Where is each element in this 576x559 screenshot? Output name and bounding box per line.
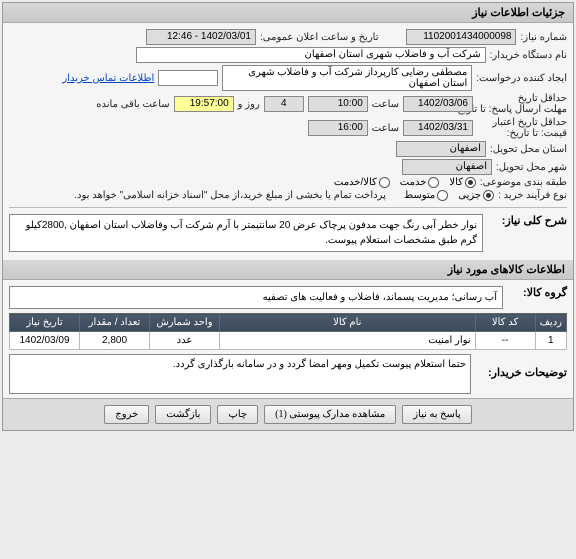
print-button[interactable]: چاپ xyxy=(217,405,258,424)
col-date: تاریخ نیاز xyxy=(10,314,80,332)
buyer-notes-box: حتما استعلام پیوست تکمیل ومهر امضا گردد … xyxy=(9,354,471,394)
table-row[interactable]: 1 -- نوار امنیت عدد 2,800 1402/03/09 xyxy=(10,332,567,350)
class-label: طبقه بندی موضوعی: xyxy=(480,177,567,188)
back-button[interactable]: بازگشت xyxy=(155,405,211,424)
main-panel: جزئیات اطلاعات نیاز شماره نیاز: 11020014… xyxy=(2,2,574,431)
remain-suffix: ساعت باقی مانده xyxy=(96,99,169,110)
group-box: آب رسانی؛ مدیریت پسماند، فاضلاب و فعالیت… xyxy=(9,286,503,309)
class-opt-1[interactable]: خدمت xyxy=(400,177,440,188)
panel-title: جزئیات اطلاعات نیاز xyxy=(3,3,573,23)
announce-field: 1402/03/01 - 12:46 xyxy=(146,29,256,45)
group-label: گروه کالا: xyxy=(507,286,567,299)
col-code: کد کالا xyxy=(475,314,535,332)
deadline-date: 1402/03/06 xyxy=(403,96,473,112)
requester-ext xyxy=(158,70,218,86)
deadline-label: حداقل تاریخمهلت ارسال پاسخ: تا تاریخ: xyxy=(477,93,567,115)
col-qty: تعداد / مقدار xyxy=(80,314,150,332)
radio-icon xyxy=(428,177,439,188)
validity-label: حداقل تاریخ اعتبارقیمت: تا تاریخ: xyxy=(477,117,567,139)
items-table: ردیف کد کالا نام کالا واحد شمارش تعداد /… xyxy=(9,313,567,350)
buyer-notes-label: توضیحات خریدار: xyxy=(477,354,567,379)
table-header-row: ردیف کد کالا نام کالا واحد شمارش تعداد /… xyxy=(10,314,567,332)
col-name: نام کالا xyxy=(220,314,476,332)
cell-name: نوار امنیت xyxy=(220,332,476,350)
announce-label: تاریخ و ساعت اعلان عمومی: xyxy=(260,32,379,43)
deliv-loc: اصفهان xyxy=(402,159,492,175)
proc-opt-1[interactable]: متوسط xyxy=(404,190,448,201)
reply-button[interactable]: پاسخ به نیاز xyxy=(402,405,472,424)
proc-opt-0[interactable]: جزیی xyxy=(458,190,494,201)
col-row: ردیف xyxy=(535,314,566,332)
radio-icon xyxy=(465,177,476,188)
cell-date: 1402/03/09 xyxy=(10,332,80,350)
attachments-button[interactable]: مشاهده مدارک پیوستی (1) xyxy=(264,405,396,424)
need-no-label: شماره نیاز: xyxy=(520,32,567,43)
footer: پاسخ به نیاز مشاهده مدارک پیوستی (1) چاپ… xyxy=(3,398,573,430)
col-unit: واحد شمارش xyxy=(150,314,220,332)
need-no-field: 1102001434000098 xyxy=(406,29,516,45)
need-title-label: شرح کلی نیاز: xyxy=(487,214,567,227)
requester-label: ایجاد کننده درخواست: xyxy=(476,73,567,84)
class-opt-0[interactable]: کالا xyxy=(449,177,476,188)
remain-days: 4 xyxy=(264,96,304,112)
cell-qty: 2,800 xyxy=(80,332,150,350)
remain-time: 19:57:00 xyxy=(174,96,234,112)
deadline-time-label: ساعت xyxy=(372,99,399,110)
items-panel-title: اطلاعات کالاهای مورد نیاز xyxy=(3,260,573,280)
requester-field: مصطفی رضایی کارپرداز شرکت آب و فاضلاب شه… xyxy=(222,65,472,91)
validity-date: 1402/03/31 xyxy=(403,120,473,136)
radio-icon xyxy=(437,190,448,201)
buyer-name-field: شرکت آب و فاضلاب شهری استان اصفهان xyxy=(136,47,486,63)
validity-time: 16:00 xyxy=(308,120,368,136)
radio-icon xyxy=(379,177,390,188)
cell-code: -- xyxy=(475,332,535,350)
contact-link[interactable]: اطلاعات تماس خریدار xyxy=(62,73,154,84)
exit-button[interactable]: خروج xyxy=(104,405,149,424)
remain-label: روز و xyxy=(238,99,260,110)
pay-note: پرداخت تمام یا بخشی از مبلغ خرید،از محل … xyxy=(74,190,386,201)
class-opt-2[interactable]: کالا/خدمت xyxy=(334,177,390,188)
deliv-loc-label: شهر محل تحویل: xyxy=(496,162,567,173)
exec-loc-label: استان محل تحویل: xyxy=(490,144,567,155)
radio-icon xyxy=(483,190,494,201)
cell-unit: عدد xyxy=(150,332,220,350)
proc-radio-group: جزیی متوسط xyxy=(404,190,494,201)
exec-loc: اصفهان xyxy=(396,141,486,157)
cell-row: 1 xyxy=(535,332,566,350)
class-radio-group: کالا خدمت کالا/خدمت xyxy=(334,177,476,188)
info-section: شماره نیاز: 1102001434000098 تاریخ و ساع… xyxy=(3,23,573,258)
buyer-name-label: نام دستگاه خریدار: xyxy=(490,50,567,61)
buyer-notes: توضیحات خریدار: حتما استعلام پیوست تکمیل… xyxy=(9,354,567,394)
items-section: گروه کالا: آب رسانی؛ مدیریت پسماند، فاضل… xyxy=(3,280,573,398)
validity-time-label: ساعت xyxy=(372,123,399,134)
deadline-time: 10:00 xyxy=(308,96,368,112)
proc-label: نوع فرآیند خرید : xyxy=(498,190,567,201)
need-title-box: نوار خطر آبی رنگ جهت مدفون پرچاک عرض 20 … xyxy=(9,214,483,252)
